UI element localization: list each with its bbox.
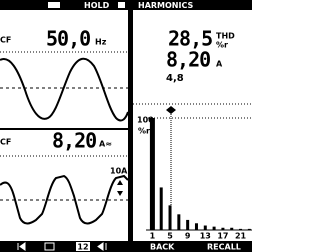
x-tick-label: 9: [185, 232, 191, 241]
current-unit: A≈: [99, 140, 112, 149]
status-icon: [118, 2, 125, 8]
current-waveform: [0, 174, 129, 225]
harmonic-bar: [194, 223, 198, 230]
zoom-icon[interactable]: [44, 242, 55, 251]
harmonic-bar: [177, 214, 181, 230]
x-tick-label: 13: [200, 232, 211, 241]
back-key[interactable]: BACK: [150, 243, 175, 252]
x-tick-label: 21: [235, 232, 247, 241]
recall-key[interactable]: RECALL: [207, 243, 241, 252]
cursor-keys[interactable]: [17, 242, 107, 251]
screen-title: HARMONICS: [138, 1, 194, 10]
background: [0, 0, 252, 252]
analyzer-screen: HOLD HARMONICS CF 50,0 Hz CF 8,20 A≈ 10A…: [0, 0, 252, 252]
harmonic-bar: [239, 228, 243, 230]
panel-divider: [128, 10, 133, 241]
harmonic-bar: [159, 187, 163, 230]
voltage-unit: Hz: [95, 38, 107, 47]
thd-reading: 28,5: [168, 27, 212, 51]
thd-label: THD: [216, 32, 235, 41]
harmonic-bar: [221, 227, 225, 230]
thd-unit: %r: [216, 41, 228, 50]
x-tick-label: 5: [167, 232, 173, 241]
x-tick-label: 17: [217, 232, 228, 241]
current-scale: 10A: [110, 167, 128, 176]
harmonic-bar: [212, 226, 216, 230]
soft-key-bar: [0, 241, 252, 252]
scale-arrows: [117, 180, 123, 196]
harmonic-bar: [247, 228, 251, 230]
page-box[interactable]: [76, 242, 90, 251]
hold-label: HOLD: [84, 1, 110, 10]
harmonic-bar: [203, 225, 207, 230]
harmonic-current: 8,20: [166, 48, 210, 72]
y-tick-label: 100: [137, 116, 154, 125]
page-number[interactable]: 12: [77, 243, 88, 252]
status-bar: [0, 0, 252, 10]
harmonic-current-unit: A: [216, 60, 223, 69]
battery-icon: [48, 2, 60, 8]
current-reading: 8,20: [52, 129, 96, 153]
voltage-reading: 50,0: [46, 27, 90, 51]
voltage-waveform: [0, 57, 129, 122]
harmonic-bar: [149, 118, 155, 230]
y-unit: %r: [138, 127, 150, 136]
cursor-arrows: [166, 106, 176, 114]
harmonic-bar: [168, 205, 172, 230]
current-label: CF: [0, 138, 11, 147]
harmonic-bar: [230, 227, 234, 230]
harmonic-bar: [186, 219, 190, 230]
voltage-label: CF: [0, 36, 11, 45]
cursor-value: 4,8: [166, 73, 184, 84]
x-tick-label: 1: [150, 232, 156, 241]
